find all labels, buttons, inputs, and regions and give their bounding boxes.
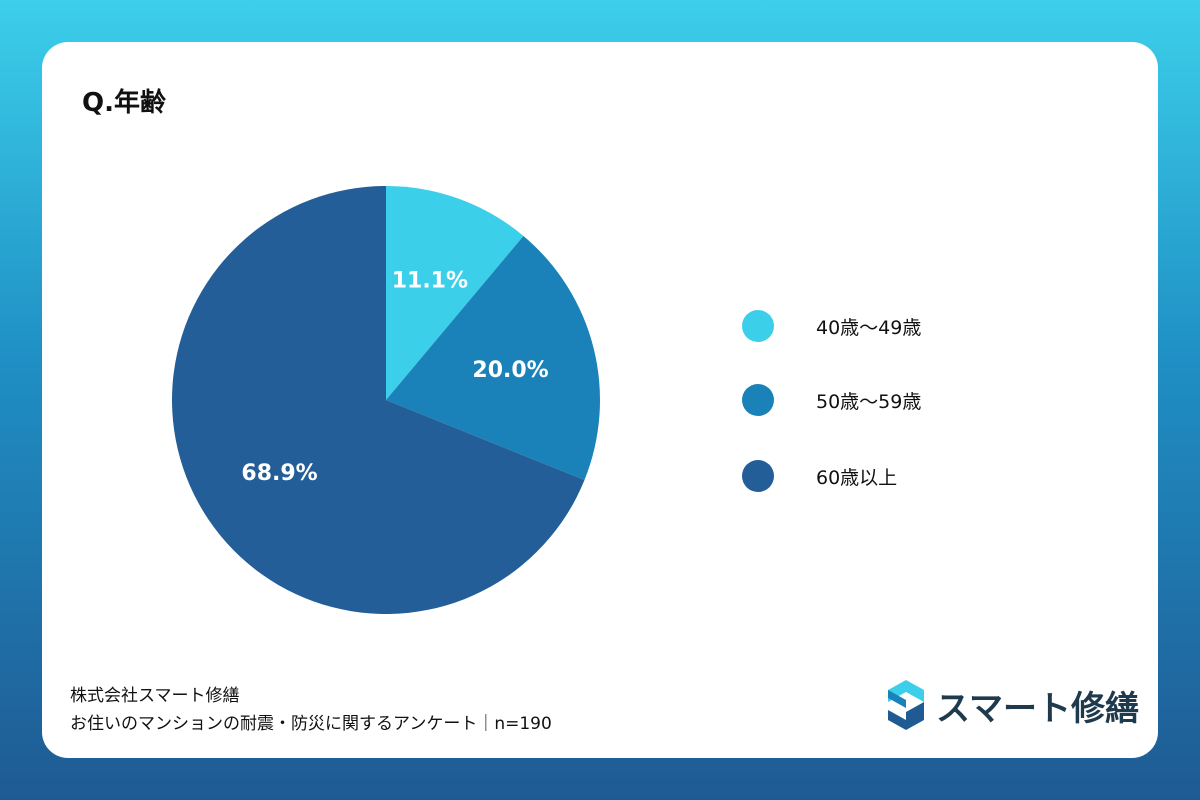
chart-title: Q.年齢 <box>82 88 166 118</box>
footer-company: 株式会社スマート修繕 <box>70 686 240 706</box>
legend-label-50s: 50歳〜59歳 <box>816 390 922 413</box>
brand-logo: スマート修繕 <box>888 680 1139 730</box>
pie-label-50s: 20.0% <box>472 358 548 383</box>
legend-item-40s: 40歳〜49歳 <box>742 310 921 342</box>
legend-label-60plus: 60歳以上 <box>816 466 898 489</box>
pie-label-40s: 11.1% <box>392 268 468 293</box>
s-logo-icon <box>888 680 924 730</box>
legend-item-60plus: 60歳以上 <box>742 460 897 492</box>
legend-dot-60plus <box>742 460 774 492</box>
chart-card: Q.年齢 11.1% 20.0% 68.9% 40歳〜49歳 50歳〜59歳 60歳… <box>42 42 1158 758</box>
legend-dot-40s <box>742 310 774 342</box>
pie-label-60plus: 68.9% <box>241 461 317 486</box>
pie-slice-50s <box>386 235 600 481</box>
pie-slice-60plus <box>171 186 585 614</box>
legend-item-50s: 50歳〜59歳 <box>742 384 921 416</box>
footer-survey: お住いのマンションの耐震・防災に関するアンケート｜n=190 <box>70 714 552 734</box>
footer: 株式会社スマート修繕 お住いのマンションの耐震・防災に関するアンケート｜n=19… <box>70 682 552 738</box>
legend-label-40s: 40歳〜49歳 <box>816 316 922 339</box>
logo-text: スマート修繕 <box>936 688 1139 729</box>
pie-slice-40s <box>386 186 524 400</box>
legend-dot-50s <box>742 384 774 416</box>
pie-chart: 11.1% 20.0% 68.9% <box>171 186 600 614</box>
